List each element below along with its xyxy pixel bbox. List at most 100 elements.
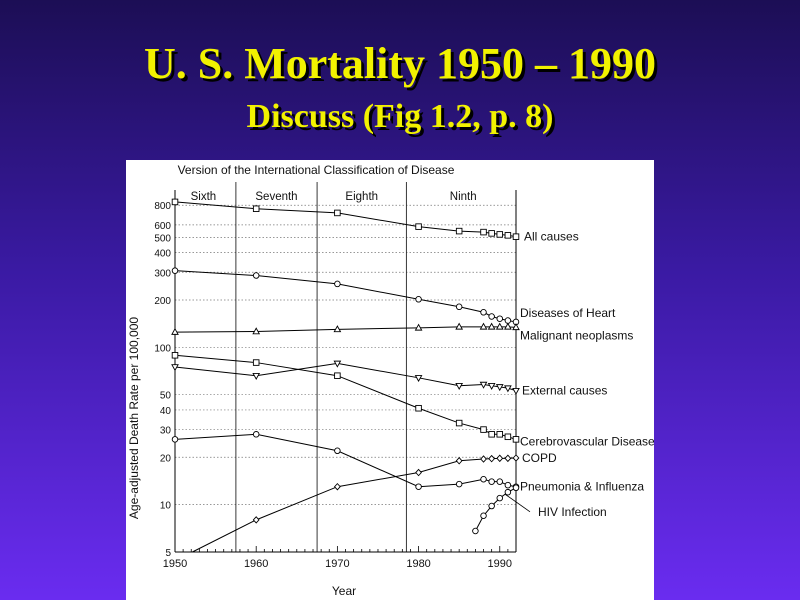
- data-point: [496, 315, 504, 322]
- y-tick-label: 200: [154, 296, 171, 307]
- x-tick-label: 1960: [244, 558, 268, 570]
- data-point: [504, 481, 512, 489]
- data-point: [504, 232, 512, 239]
- x-axis-label: Year: [332, 584, 356, 598]
- data-point: [504, 322, 512, 330]
- data-point: [488, 478, 495, 485]
- y-tick-label: 300: [154, 268, 171, 279]
- data-point: [334, 372, 341, 379]
- data-point: [171, 267, 179, 274]
- data-point: [488, 431, 495, 438]
- data-point: [252, 359, 260, 366]
- data-point: [504, 317, 512, 324]
- data-point: [495, 384, 504, 392]
- series-line: [174, 433, 517, 488]
- data-point: [171, 364, 179, 372]
- data-point: [480, 309, 487, 316]
- data-point: [334, 209, 341, 217]
- x-tick-label: 1980: [406, 558, 430, 570]
- data-point: [334, 447, 341, 455]
- x-tick-label: 1950: [163, 558, 187, 570]
- data-point: [414, 375, 423, 383]
- icd-version-label: Ninth: [450, 191, 477, 203]
- series-label: Pneumonia & Influenza: [520, 480, 644, 494]
- series: [171, 322, 520, 335]
- series-line: [174, 326, 517, 333]
- data-point: [488, 502, 495, 510]
- data-point: [414, 323, 423, 331]
- data-point: [480, 228, 487, 236]
- data-point: [504, 488, 512, 496]
- data-point: [455, 322, 464, 330]
- data-point: [252, 372, 261, 380]
- x-tick-label: 1970: [325, 558, 349, 570]
- data-point: [252, 327, 261, 335]
- data-point: [171, 436, 179, 443]
- y-tick-label: 5: [165, 548, 171, 559]
- y-tick-label: 40: [160, 406, 172, 417]
- data-point: [415, 404, 422, 412]
- data-point: [488, 313, 495, 320]
- icd-version-label: Eighth: [345, 191, 378, 203]
- data-point: [479, 381, 488, 389]
- data-point: [171, 327, 179, 335]
- series: [171, 267, 520, 326]
- data-point: [504, 385, 512, 393]
- data-point: [496, 431, 504, 438]
- data-point: [415, 483, 422, 490]
- series-label: External causes: [522, 384, 607, 398]
- y-tick-label: 20: [160, 453, 172, 464]
- data-point: [480, 455, 487, 463]
- series-line: [174, 270, 517, 323]
- series-line: [192, 457, 517, 553]
- y-tick-label: 600: [154, 221, 171, 232]
- data-point: [415, 468, 422, 477]
- data-point: [171, 198, 179, 206]
- series-label: HIV Infection: [538, 505, 607, 519]
- data-point: [455, 382, 464, 390]
- data-point: [455, 303, 463, 311]
- data-point: [455, 480, 463, 488]
- data-point: [512, 436, 520, 443]
- series-line: [174, 362, 517, 392]
- data-point: [480, 426, 487, 433]
- series-label: COPD: [522, 451, 557, 465]
- series-layer: [171, 198, 520, 553]
- icd-version-label: Sixth: [191, 191, 217, 203]
- labels-layer: Sixth Seventh Eighth Ninth All causes Disease…: [191, 191, 654, 519]
- data-point: [504, 454, 512, 463]
- chart-title: Version of the International Classificat…: [178, 163, 455, 177]
- data-point: [455, 227, 463, 235]
- data-point: [512, 484, 520, 492]
- data-point: [487, 382, 496, 390]
- data-point: [480, 476, 487, 483]
- data-point: [455, 419, 463, 427]
- series: [192, 454, 520, 553]
- data-point: [479, 322, 488, 330]
- data-point: [333, 360, 342, 368]
- data-point: [512, 323, 520, 331]
- data-point: [504, 433, 512, 441]
- series-label: All causes: [524, 230, 579, 244]
- y-tick-label: 10: [160, 501, 172, 512]
- data-point: [415, 296, 422, 303]
- data-point: [495, 322, 504, 330]
- series: [472, 484, 520, 535]
- data-point: [488, 230, 495, 237]
- y-tick-label: 30: [160, 426, 172, 437]
- data-point: [455, 457, 463, 465]
- y-tick-label: 100: [154, 343, 171, 354]
- series-label: Cerebrovascular Disease: [520, 434, 654, 448]
- y-axis-label: Age-adjusted Death Rate per 100,000: [127, 317, 141, 519]
- series-line: [174, 354, 517, 440]
- data-point: [496, 454, 504, 463]
- series-label: Diseases of Heart: [520, 306, 616, 320]
- data-point: [415, 223, 422, 230]
- data-point: [496, 478, 504, 485]
- data-point: [512, 387, 520, 395]
- data-point: [472, 527, 479, 535]
- data-point: [252, 431, 260, 438]
- data-point: [496, 494, 504, 502]
- y-tick-label: 800: [154, 201, 171, 212]
